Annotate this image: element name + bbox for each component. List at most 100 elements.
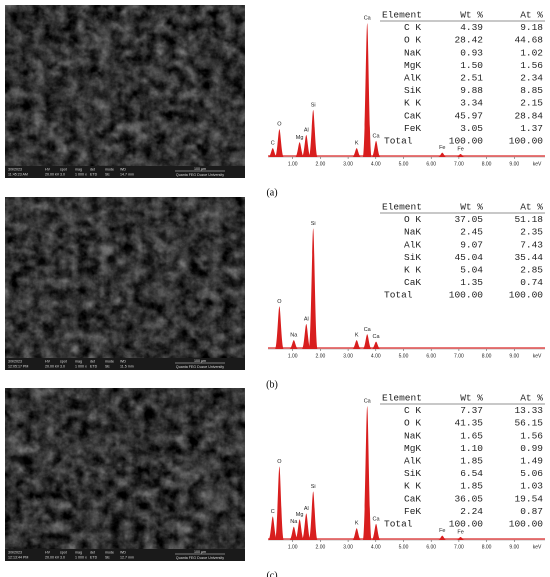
table-cell: 1.85 [460, 481, 483, 492]
x-unit: keV [533, 161, 542, 167]
table-cell: 19.54 [514, 493, 543, 504]
peak-label: Si [311, 484, 316, 490]
info-field-label: mode [105, 167, 114, 171]
table-cell: 100.00 [449, 136, 484, 147]
x-unit: keV [533, 353, 542, 359]
table-cell: 1.50 [460, 60, 483, 71]
x-tick-label: 3.00 [343, 544, 353, 550]
table-header: Wt % [460, 10, 483, 21]
x-tick-label: 1.00 [288, 544, 298, 550]
table-cell: CaK [404, 493, 421, 504]
peak [362, 23, 372, 158]
table-cell: 45.04 [454, 252, 483, 263]
table-cell: 9.07 [460, 239, 483, 250]
peak [308, 491, 318, 540]
info-field-value: 11.5 mm [120, 364, 134, 368]
info-field-value: 1 000 x [75, 555, 87, 559]
peak-label: O [277, 122, 282, 128]
peak [437, 152, 447, 157]
x-unit: keV [533, 544, 542, 550]
table-cell: C K [404, 405, 421, 416]
info-field-value: 20.00 kV [45, 172, 60, 176]
info-field-value: 3.0 [60, 555, 65, 559]
scale-label: 100 µm [194, 550, 206, 554]
info-date: 3/9/2023 [8, 167, 22, 171]
info-field-label: mode [105, 359, 114, 363]
peak [295, 519, 305, 540]
x-tick-label: 2.00 [316, 544, 326, 550]
table-cell: 2.34 [520, 73, 543, 84]
table-cell: 100.00 [509, 290, 544, 301]
table-cell: 35.44 [514, 252, 543, 263]
table-cell: 1.56 [520, 60, 543, 71]
table-cell: SiK [404, 468, 421, 479]
background [268, 538, 545, 540]
table-header: At % [520, 202, 543, 213]
info-time: 12:13:44 PM [8, 555, 28, 559]
info-field-value: 14.7 mm [120, 172, 134, 176]
x-tick-label: 3.00 [343, 353, 353, 359]
info-time: 12:05:17 PM [8, 364, 28, 368]
table-cell: 100.00 [509, 136, 544, 147]
table-cell: 28.42 [454, 35, 483, 46]
table-cell: 4.39 [460, 22, 483, 33]
peak [295, 142, 305, 157]
peak-label: Fe [439, 145, 445, 151]
peak [371, 341, 381, 349]
peak [289, 340, 299, 349]
table-header: Wt % [460, 393, 483, 404]
table-cell: MgK [404, 443, 421, 454]
scale-label: 100 µm [194, 167, 206, 171]
info-field-label: mag [75, 167, 82, 171]
peak [352, 340, 362, 349]
x-tick-label: 6.00 [426, 544, 436, 550]
table-cell: 2.15 [520, 98, 543, 109]
table-cell: 56.15 [514, 418, 543, 429]
peak-label: C [271, 141, 275, 147]
table-header: At % [520, 10, 543, 21]
table-cell: 51.18 [514, 214, 543, 225]
table-cell: MgK [404, 60, 421, 71]
table-cell: NaK [404, 430, 421, 441]
table-cell: 1.02 [520, 47, 543, 58]
info-field-value: 20.00 kV [45, 364, 60, 368]
peak [362, 334, 372, 349]
table-cell: 9.88 [460, 85, 483, 96]
facility: Quanta FEG Duzce University [176, 173, 224, 177]
peak-label: K [355, 521, 359, 527]
info-date: 3/9/2023 [8, 550, 22, 554]
peak-label: Ca [364, 16, 372, 22]
table-cell: NaK [404, 47, 421, 58]
table-header: At % [520, 393, 543, 404]
table-cell: CaK [404, 110, 421, 121]
table-cell: 100.00 [449, 519, 484, 530]
table-cell: 0.87 [520, 506, 543, 517]
x-tick-label: 2.00 [316, 161, 326, 167]
table-cell: 44.68 [514, 35, 543, 46]
table-cell: 2.51 [460, 73, 483, 84]
info-field-label: WD [120, 167, 126, 171]
table-cell: 1.65 [460, 430, 483, 441]
table-cell: AlK [404, 456, 421, 467]
x-tick-label: 8.00 [482, 353, 492, 359]
x-tick-label: 6.00 [426, 161, 436, 167]
x-tick-label: 2.00 [316, 353, 326, 359]
table-cell: 7.43 [520, 239, 543, 250]
background [268, 347, 545, 349]
info-field-value: SE [105, 172, 110, 176]
peak-label: K [355, 141, 359, 147]
table-cell: 1.10 [460, 443, 483, 454]
table-cell: Total [384, 290, 413, 301]
table-cell: FeK [404, 506, 421, 517]
table-cell: 5.04 [460, 265, 483, 276]
peak-label: O [277, 459, 282, 465]
peak [456, 154, 465, 157]
x-tick-label: 9.00 [509, 353, 519, 359]
facility: Quanta FEG Duzce University [176, 365, 224, 369]
peak [352, 528, 362, 540]
table-cell: 6.54 [460, 468, 483, 479]
info-field-value: 3.0 [60, 172, 65, 176]
peak-label: Ca [373, 133, 381, 139]
table-cell: FeK [404, 123, 421, 134]
